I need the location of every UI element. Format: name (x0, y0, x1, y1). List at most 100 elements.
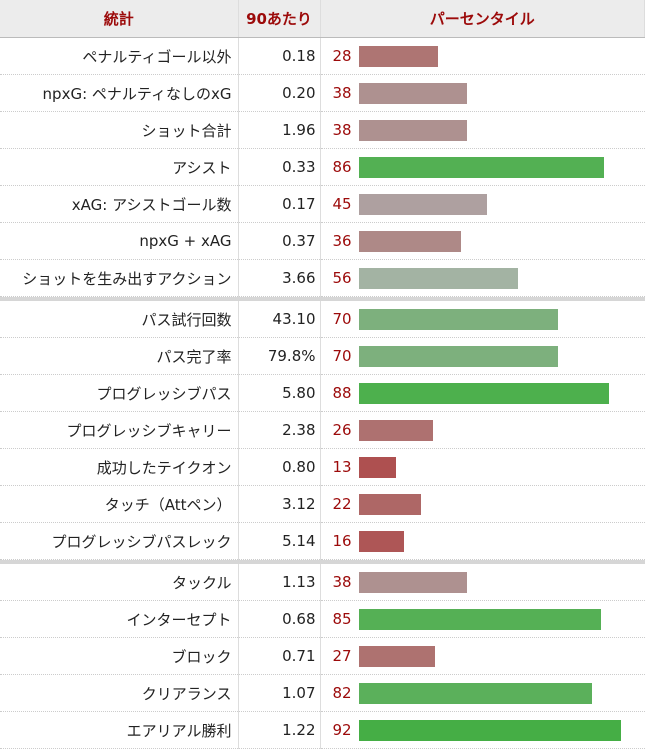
table-row: npxG: ペナルティなしのxG 0.20 38 (0, 74, 645, 112)
percentile-bar (358, 45, 439, 67)
percentile-bar (358, 156, 604, 178)
table-row: プログレッシブパス 5.80 88 (0, 374, 645, 412)
header-per90[interactable]: 90あたり (238, 0, 321, 38)
percentile-cell: 56 (320, 259, 645, 297)
percentile-value: 86 (332, 158, 352, 176)
per90-value: 0.18 (238, 37, 321, 75)
stat-name: パス完了率 (0, 337, 239, 375)
percentile-cell: 88 (320, 374, 645, 412)
percentile-value: 45 (332, 195, 352, 213)
stat-name: npxG: ペナルティなしのxG (0, 74, 239, 112)
stat-name: エアリアル勝利 (0, 711, 239, 749)
percentile-bar (358, 193, 487, 215)
percentile-value: 28 (332, 47, 352, 65)
table-row: ショットを生み出すアクション 3.66 56 (0, 259, 645, 297)
per90-value: 0.33 (238, 148, 321, 186)
percentile-value: 56 (332, 269, 352, 287)
percentile-value: 26 (332, 421, 352, 439)
table-row: npxG + xAG 0.37 36 (0, 222, 645, 260)
percentile-value: 38 (332, 84, 352, 102)
per90-value: 0.17 (238, 185, 321, 223)
percentile-bar (358, 530, 405, 552)
percentile-value: 13 (332, 458, 352, 476)
percentile-cell: 82 (320, 674, 645, 712)
table-row: タッチ（Attペン） 3.12 22 (0, 485, 645, 523)
percentile-value: 36 (332, 232, 352, 250)
header-percentile[interactable]: パーセンタイル (320, 0, 645, 38)
stat-name: プログレッシブキャリー (0, 411, 239, 449)
stat-name: ブロック (0, 637, 239, 675)
percentile-cell: 16 (320, 522, 645, 560)
table-row: エアリアル勝利 1.22 92 (0, 711, 645, 749)
table-row: タックル 1.13 38 (0, 562, 645, 601)
percentile-value: 88 (332, 384, 352, 402)
percentile-cell: 27 (320, 637, 645, 675)
percentile-cell: 38 (320, 74, 645, 112)
percentile-cell: 86 (320, 148, 645, 186)
per90-value: 79.8% (238, 337, 321, 375)
percentile-bar (358, 571, 467, 593)
per90-value: 43.10 (238, 299, 321, 338)
stat-name: ペナルティゴール以外 (0, 37, 239, 75)
header-stat[interactable]: 統計 (0, 0, 239, 38)
table-row: ペナルティゴール以外 0.18 28 (0, 37, 645, 75)
percentile-value: 82 (332, 684, 352, 702)
per90-value: 0.68 (238, 600, 321, 638)
percentile-cell: 45 (320, 185, 645, 223)
percentile-cell: 13 (320, 448, 645, 486)
table-row: プログレッシブパスレック 5.14 16 (0, 522, 645, 560)
table-row: アシスト 0.33 86 (0, 148, 645, 186)
table-row: インターセプト 0.68 85 (0, 600, 645, 638)
per90-value: 1.96 (238, 111, 321, 149)
stat-name: xAG: アシストゴール数 (0, 185, 239, 223)
percentile-cell: 38 (320, 111, 645, 149)
stat-name: タッチ（Attペン） (0, 485, 239, 523)
stat-name: 成功したテイクオン (0, 448, 239, 486)
percentile-cell: 26 (320, 411, 645, 449)
stat-name: プログレッシブパスレック (0, 522, 239, 560)
table-row: xAG: アシストゴール数 0.17 45 (0, 185, 645, 223)
stat-name: npxG + xAG (0, 222, 239, 260)
stat-name: ショット合計 (0, 111, 239, 149)
per90-value: 0.20 (238, 74, 321, 112)
percentile-value: 22 (332, 495, 352, 513)
percentile-bar (358, 493, 422, 515)
per90-value: 5.80 (238, 374, 321, 412)
per90-value: 2.38 (238, 411, 321, 449)
percentile-cell: 28 (320, 37, 645, 75)
percentile-cell: 70 (320, 337, 645, 375)
percentile-bar (358, 308, 558, 330)
percentile-value: 38 (332, 573, 352, 591)
table-row: プログレッシブキャリー 2.38 26 (0, 411, 645, 449)
percentile-value: 92 (332, 721, 352, 739)
group-separator (0, 295, 645, 301)
percentile-cell: 85 (320, 600, 645, 638)
percentile-bar (358, 382, 610, 404)
percentile-bar (358, 645, 436, 667)
percentile-cell: 38 (320, 562, 645, 601)
group-separator (0, 558, 645, 564)
per90-value: 1.22 (238, 711, 321, 749)
percentile-bar (358, 119, 467, 141)
per90-value: 0.71 (238, 637, 321, 675)
table-row: パス完了率 79.8% 70 (0, 337, 645, 375)
stat-name: パス試行回数 (0, 299, 239, 338)
percentile-bar (358, 682, 593, 704)
stat-name: アシスト (0, 148, 239, 186)
percentile-bar (358, 345, 558, 367)
table-row: ショット合計 1.96 38 (0, 111, 645, 149)
percentile-value: 70 (332, 347, 352, 365)
table-row: ブロック 0.71 27 (0, 637, 645, 675)
percentile-value: 70 (332, 310, 352, 328)
per90-value: 0.80 (238, 448, 321, 486)
percentile-cell: 36 (320, 222, 645, 260)
per90-value: 5.14 (238, 522, 321, 560)
percentile-value: 27 (332, 647, 352, 665)
per90-value: 0.37 (238, 222, 321, 260)
stat-name: プログレッシブパス (0, 374, 239, 412)
percentile-bar (358, 456, 396, 478)
percentile-bar (358, 267, 519, 289)
table-row: 成功したテイクオン 0.80 13 (0, 448, 645, 486)
percentile-value: 85 (332, 610, 352, 628)
